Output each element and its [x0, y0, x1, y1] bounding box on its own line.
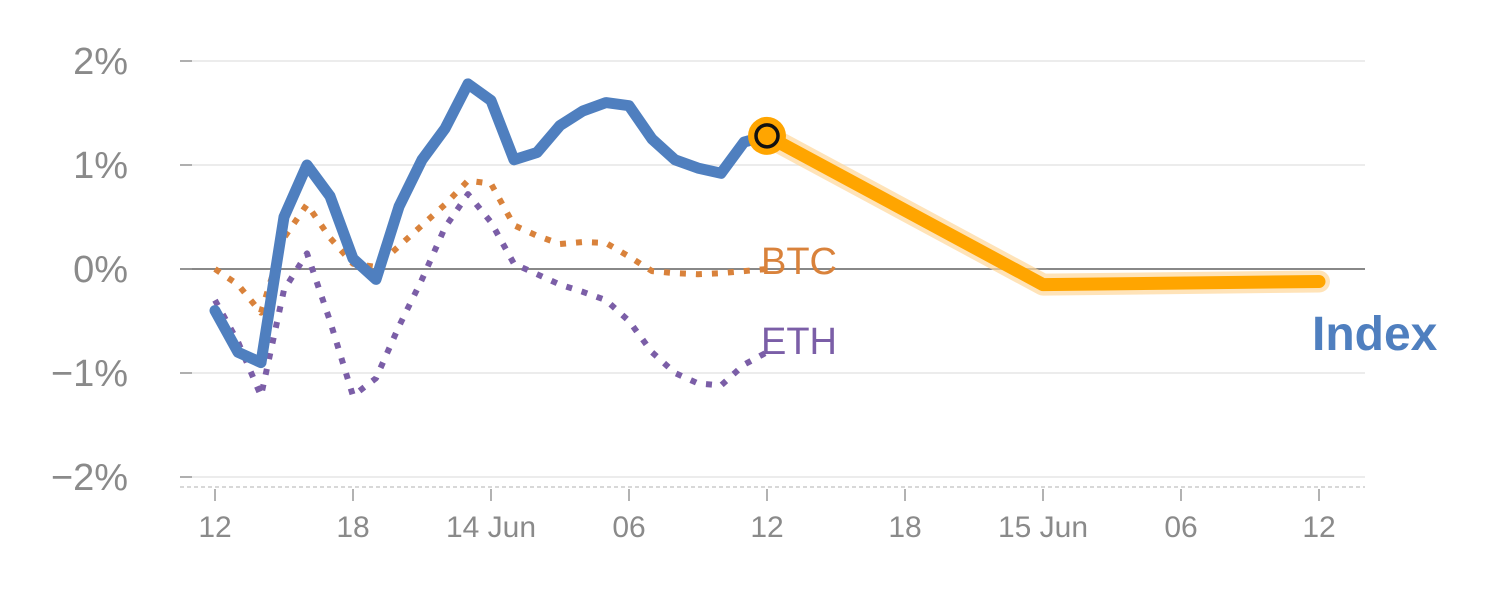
btc-series-label: BTC [761, 241, 837, 283]
eth-line [212, 191, 769, 399]
y-tick-label: 0% [73, 249, 128, 291]
y-tick-label: −2% [51, 457, 128, 499]
forecast-line [760, 129, 1326, 292]
x-tick-label: 12 [1302, 511, 1335, 544]
forecast-line-halo [756, 124, 1330, 296]
y-tick-label: −1% [51, 353, 128, 395]
x-tick-label: 12 [198, 511, 231, 544]
x-tick-label: 18 [888, 511, 921, 544]
x-tick-label: 12 [750, 511, 783, 544]
y-tick-label: 2% [73, 41, 128, 83]
x-tick-label: 14 Jun [446, 511, 536, 544]
x-axis: 12 18 14 Jun 06 12 18 15 Jun 06 12 [198, 489, 1336, 544]
x-tick-label: 06 [612, 511, 645, 544]
x-tick-label: 06 [1164, 511, 1197, 544]
series-lines [209, 78, 1330, 399]
index-series-label: Index [1312, 308, 1438, 361]
y-axis: 2% 1% 0% −1% −2% [51, 41, 192, 499]
eth-series-label: ETH [761, 321, 837, 363]
marker-inner [754, 123, 780, 149]
y-tick-label: 1% [73, 145, 128, 187]
btc-line [213, 177, 768, 316]
grid-lines [180, 60, 1365, 478]
forecast-start-marker [748, 116, 786, 155]
x-tick-label: 15 Jun [998, 511, 1088, 544]
index-line [209, 78, 773, 369]
x-tick-label: 18 [336, 511, 369, 544]
